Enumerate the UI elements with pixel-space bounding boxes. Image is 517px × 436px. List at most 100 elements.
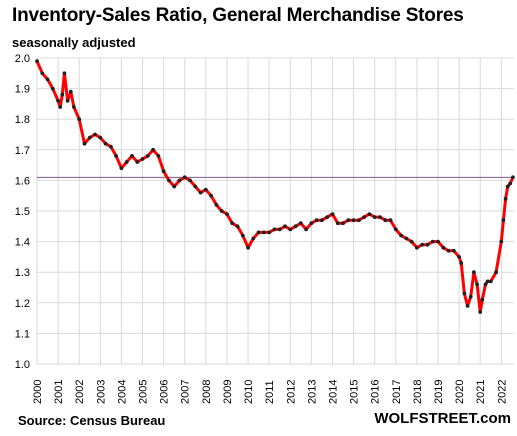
data-point xyxy=(309,221,314,226)
data-point xyxy=(58,105,63,109)
x-tick-label: 2018 xyxy=(412,380,424,404)
x-tick-label: 2001 xyxy=(53,380,65,404)
x-tick-label: 2009 xyxy=(222,380,234,404)
x-tick-label: 2020 xyxy=(454,380,466,404)
data-point xyxy=(167,178,171,183)
data-point xyxy=(77,117,82,122)
data-point xyxy=(93,132,97,137)
data-point xyxy=(483,282,488,287)
y-tick-label: 1.3 xyxy=(15,267,30,279)
data-point xyxy=(378,215,382,220)
data-point xyxy=(293,224,298,229)
data-point xyxy=(262,230,266,235)
data-point xyxy=(114,154,118,158)
data-point xyxy=(193,184,198,189)
data-point xyxy=(209,193,214,198)
data-point xyxy=(441,245,446,250)
data-point xyxy=(198,190,203,195)
data-point xyxy=(56,98,60,103)
data-point xyxy=(103,141,108,146)
data-point xyxy=(341,221,345,226)
data-point xyxy=(485,279,490,284)
data-point xyxy=(320,218,324,223)
data-point xyxy=(68,89,73,94)
x-tick-label: 2011 xyxy=(264,380,276,404)
data-point xyxy=(404,236,409,241)
data-point xyxy=(472,270,476,275)
data-point xyxy=(283,224,287,229)
data-point xyxy=(399,233,403,238)
data-point xyxy=(430,239,435,244)
x-tick-label: 2019 xyxy=(433,380,445,404)
data-point xyxy=(182,175,187,180)
y-tick-label: 1.7 xyxy=(15,145,30,157)
data-point xyxy=(72,105,76,109)
grid xyxy=(36,57,514,365)
data-point xyxy=(272,227,277,232)
data-point xyxy=(288,227,293,232)
data-point xyxy=(65,98,70,103)
y-tick-label: 1.8 xyxy=(15,114,30,126)
y-tick-label: 1.4 xyxy=(15,237,30,249)
data-point xyxy=(277,227,282,232)
data-point xyxy=(135,160,140,164)
x-tick-label: 2003 xyxy=(95,380,107,404)
data-point xyxy=(436,239,440,244)
y-tick-label: 2.0 xyxy=(15,53,30,65)
data-point xyxy=(45,77,50,82)
data-point xyxy=(130,154,134,158)
y-tick-label: 1.2 xyxy=(15,298,30,310)
data-point xyxy=(505,184,510,189)
series-line xyxy=(35,60,515,314)
data-point xyxy=(314,218,319,223)
x-tick-label: 2014 xyxy=(327,380,339,404)
x-tick-label: 2015 xyxy=(349,380,361,404)
data-point xyxy=(325,215,330,220)
data-point xyxy=(499,239,504,244)
data-point xyxy=(251,236,256,241)
x-tick-label: 2017 xyxy=(391,380,403,404)
data-point xyxy=(372,215,377,220)
data-point xyxy=(478,310,483,314)
data-point xyxy=(451,248,456,253)
x-tick-label: 2000 xyxy=(32,380,44,404)
data-point xyxy=(330,212,335,217)
data-point xyxy=(393,227,398,232)
data-point xyxy=(475,282,479,287)
data-point xyxy=(494,270,498,275)
x-tick-label: 2008 xyxy=(201,380,213,404)
x-tick-label: 2007 xyxy=(180,380,192,404)
x-tick-label: 2002 xyxy=(74,380,86,404)
x-tick-label: 2013 xyxy=(306,380,318,404)
x-tick-label: 2005 xyxy=(138,380,150,404)
data-point xyxy=(357,218,361,223)
data-point xyxy=(346,218,351,223)
brand-watermark: WOLFSTREET.com xyxy=(374,410,511,427)
data-point xyxy=(177,178,182,183)
y-tick-label: 1.1 xyxy=(15,328,30,340)
data-point xyxy=(511,175,515,180)
data-point xyxy=(415,245,419,250)
data-point xyxy=(488,279,493,284)
data-point xyxy=(35,59,39,63)
data-point xyxy=(304,227,308,232)
chart-title: Inventory-Sales Ratio, General Merchandi… xyxy=(12,5,464,26)
data-point xyxy=(501,218,506,223)
x-tick-label: 2010 xyxy=(243,380,255,404)
y-axis: 1.0 1.1 1.2 1.3 1.4 1.5 1.6 1.7 1.8 1.9 2.0 xyxy=(15,53,30,371)
x-tick-label: 2022 xyxy=(496,380,508,404)
data-point xyxy=(50,86,55,91)
data-point xyxy=(230,221,235,226)
chart-subtitle: seasonally adjusted xyxy=(12,35,136,50)
data-point xyxy=(240,233,245,238)
data-point xyxy=(151,147,156,152)
y-tick-label: 1.9 xyxy=(15,84,30,96)
data-point xyxy=(156,154,161,158)
data-point xyxy=(145,154,150,158)
data-point xyxy=(503,196,508,201)
data-point xyxy=(214,203,219,207)
data-point xyxy=(246,245,251,250)
data-point xyxy=(82,141,87,146)
data-point xyxy=(161,169,166,174)
